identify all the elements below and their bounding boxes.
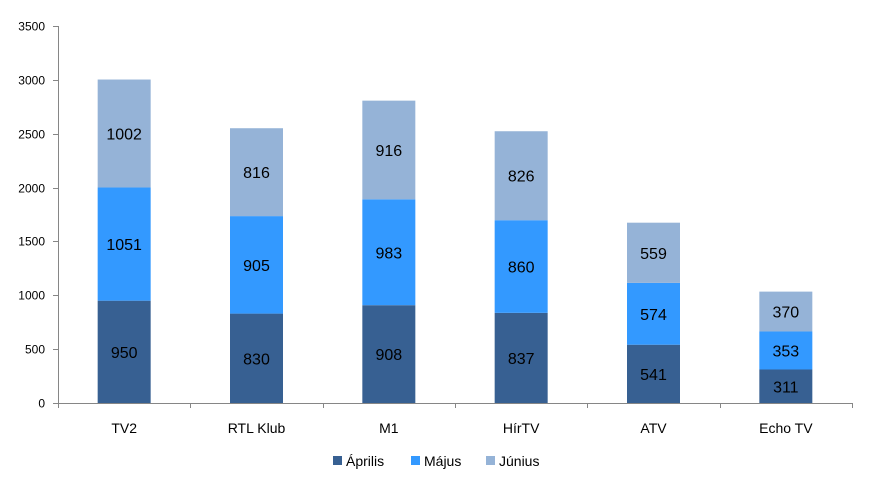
bar-segment: [759, 291, 813, 332]
y-tick-label: 2500: [18, 128, 45, 142]
bar-segment: [759, 369, 813, 403]
data-label: 908: [375, 347, 402, 364]
legend: Április Május Június: [333, 453, 539, 469]
bar-segment: [97, 300, 151, 403]
bar-segment: [627, 344, 680, 403]
x-category-label: RTL Klub: [228, 420, 286, 436]
bar-segment: [97, 79, 151, 188]
data-label: 830: [243, 351, 270, 368]
data-label: 916: [375, 143, 402, 160]
x-category-label: ATV: [640, 420, 667, 436]
legend-label: Április: [346, 453, 384, 469]
x-category-label: Echo TV: [759, 420, 813, 436]
bar-segment: [230, 216, 283, 314]
bar-segment: [362, 100, 416, 200]
bar-segment: [230, 128, 283, 217]
bar-segment: [494, 312, 548, 403]
data-label: 905: [243, 258, 270, 275]
bar-segment: [494, 131, 548, 221]
bar-segment: [759, 331, 813, 370]
bar-segment: [627, 222, 680, 283]
y-tick-label: 2000: [18, 182, 45, 196]
data-label: 1002: [106, 126, 142, 143]
bar-segment: [494, 220, 548, 313]
x-category-label: M1: [379, 420, 399, 436]
data-label: 837: [508, 351, 535, 368]
data-label: 826: [508, 169, 535, 186]
y-axis: 0 500 1000 1500 2000 2500 3000 3500: [18, 20, 59, 411]
bar-segment: [230, 313, 283, 403]
data-label: 541: [640, 367, 667, 384]
y-tick-label: 3500: [18, 20, 45, 34]
data-label: 311: [773, 379, 799, 396]
legend-swatch: [411, 456, 420, 465]
data-label: 950: [111, 345, 138, 362]
y-tick-label: 1500: [18, 235, 45, 249]
legend-label: Május: [424, 453, 461, 469]
x-category-label: TV2: [111, 420, 137, 436]
legend-swatch: [486, 456, 495, 465]
y-tick-label: 3000: [18, 74, 45, 88]
legend-swatch: [333, 456, 342, 465]
data-label: 353: [772, 343, 799, 360]
legend-label: Június: [499, 453, 539, 469]
data-label: 559: [640, 246, 667, 263]
x-axis: TV2 RTL Klub M1 HírTV ATV Echo TV: [58, 403, 853, 436]
bar-segment: [627, 282, 680, 345]
x-category-label: HírTV: [503, 420, 540, 436]
data-label: 370: [772, 305, 799, 322]
y-tick-label: 1000: [18, 289, 45, 303]
data-label: 816: [243, 165, 270, 182]
data-label: 860: [508, 260, 535, 277]
bar-segment: [362, 305, 416, 403]
bars: 950 1051 1002 830 905 816 908 983 916 837 860 826 54…: [97, 79, 813, 403]
data-label: 983: [375, 245, 402, 262]
bar-segment: [362, 199, 416, 306]
bar-segment: [97, 187, 151, 301]
y-tick-label: 0: [38, 397, 45, 411]
data-label: 574: [640, 307, 667, 324]
data-label: 1051: [106, 237, 142, 254]
y-tick-label: 500: [25, 343, 45, 357]
